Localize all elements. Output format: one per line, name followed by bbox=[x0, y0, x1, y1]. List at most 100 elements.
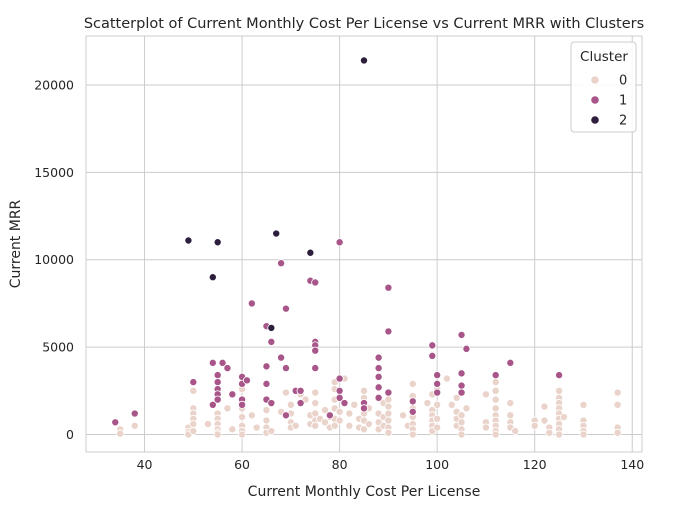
point-cluster-1 bbox=[384, 283, 393, 292]
point-cluster-1 bbox=[208, 358, 217, 367]
y-tick-label: 10000 bbox=[34, 252, 74, 267]
point-cluster-0 bbox=[506, 399, 515, 408]
point-cluster-1 bbox=[281, 364, 290, 373]
point-cluster-0 bbox=[452, 393, 461, 402]
point-cluster-0 bbox=[203, 420, 212, 429]
point-cluster-1 bbox=[374, 372, 383, 381]
point-cluster-1 bbox=[281, 411, 290, 420]
x-tick-label: 40 bbox=[137, 457, 153, 472]
point-cluster-0 bbox=[540, 402, 549, 411]
point-cluster-1 bbox=[340, 399, 349, 408]
plot-frame bbox=[85, 35, 643, 453]
point-cluster-1 bbox=[384, 327, 393, 336]
point-cluster-1 bbox=[296, 386, 305, 395]
point-cluster-1 bbox=[457, 330, 466, 339]
y-tick-label: 20000 bbox=[34, 77, 74, 92]
point-cluster-0 bbox=[408, 379, 417, 388]
point-cluster-0 bbox=[433, 414, 442, 423]
point-cluster-0 bbox=[613, 400, 622, 409]
point-cluster-0 bbox=[579, 430, 588, 439]
point-cluster-0 bbox=[359, 386, 368, 395]
point-cluster-0 bbox=[189, 386, 198, 395]
point-cluster-1 bbox=[428, 351, 437, 360]
point-cluster-0 bbox=[408, 430, 417, 439]
point-cluster-0 bbox=[116, 429, 125, 438]
point-cluster-1 bbox=[359, 404, 368, 413]
point-cluster-1 bbox=[213, 378, 222, 387]
x-tick-label: 60 bbox=[234, 457, 250, 472]
point-cluster-0 bbox=[442, 374, 451, 383]
legend-marker-2 bbox=[590, 115, 600, 125]
point-cluster-0 bbox=[213, 430, 222, 439]
legend-entries: 0 1 2 bbox=[590, 74, 627, 129]
point-cluster-1 bbox=[238, 400, 247, 409]
point-cluster-0 bbox=[286, 400, 295, 409]
legend-title: Cluster bbox=[580, 49, 628, 65]
point-cluster-0 bbox=[511, 427, 520, 436]
point-cluster-0 bbox=[491, 386, 500, 395]
point-cluster-0 bbox=[267, 427, 276, 436]
point-cluster-0 bbox=[540, 416, 549, 425]
point-cluster-0 bbox=[384, 395, 393, 404]
point-cluster-0 bbox=[130, 421, 139, 430]
point-cluster-1 bbox=[408, 407, 417, 416]
point-cluster-0 bbox=[433, 400, 442, 409]
legend-marker-0 bbox=[590, 75, 600, 85]
x-tick-label: 100 bbox=[425, 457, 449, 472]
point-cluster-1 bbox=[247, 299, 256, 308]
point-cluster-1 bbox=[462, 344, 471, 353]
point-cluster-0 bbox=[320, 418, 329, 427]
point-cluster-0 bbox=[252, 423, 261, 432]
point-cluster-0 bbox=[399, 411, 408, 420]
point-cluster-1 bbox=[189, 378, 198, 387]
point-cluster-0 bbox=[433, 423, 442, 432]
legend-label-2: 2 bbox=[619, 114, 627, 129]
y-tick-label: 15000 bbox=[34, 165, 74, 180]
point-cluster-1 bbox=[335, 386, 344, 395]
point-cluster-0 bbox=[491, 404, 500, 413]
point-cluster-1 bbox=[311, 364, 320, 373]
point-cluster-0 bbox=[555, 430, 564, 439]
point-cluster-0 bbox=[281, 388, 290, 397]
point-cluster-0 bbox=[384, 428, 393, 437]
point-cluster-1 bbox=[506, 358, 515, 367]
point-cluster-0 bbox=[457, 418, 466, 427]
point-cluster-0 bbox=[506, 411, 515, 420]
point-cluster-0 bbox=[262, 416, 271, 425]
point-cluster-0 bbox=[247, 411, 256, 420]
point-cluster-0 bbox=[345, 421, 354, 430]
point-cluster-1 bbox=[457, 381, 466, 390]
point-cluster-1 bbox=[457, 388, 466, 397]
point-cluster-0 bbox=[613, 428, 622, 437]
point-cluster-2 bbox=[184, 236, 193, 245]
point-cluster-0 bbox=[384, 409, 393, 418]
point-cluster-0 bbox=[311, 421, 320, 430]
point-cluster-1 bbox=[335, 374, 344, 383]
y-tick-label: 5000 bbox=[42, 340, 74, 355]
point-cluster-1 bbox=[491, 371, 500, 380]
point-cluster-0 bbox=[291, 421, 300, 430]
y-tick-label: 0 bbox=[66, 427, 74, 442]
points-layer bbox=[111, 56, 622, 439]
point-cluster-0 bbox=[311, 388, 320, 397]
point-cluster-1 bbox=[335, 393, 344, 402]
point-cluster-0 bbox=[491, 395, 500, 404]
point-cluster-1 bbox=[374, 393, 383, 402]
point-cluster-0 bbox=[189, 427, 198, 436]
point-cluster-1 bbox=[277, 353, 286, 362]
point-cluster-1 bbox=[262, 379, 271, 388]
point-cluster-0 bbox=[311, 399, 320, 408]
point-cluster-1 bbox=[384, 388, 393, 397]
point-cluster-1 bbox=[130, 409, 139, 418]
point-cluster-1 bbox=[555, 371, 564, 380]
point-cluster-0 bbox=[238, 413, 247, 422]
point-cluster-0 bbox=[359, 425, 368, 434]
y-ticks: 0 5000 10000 15000 20000 bbox=[34, 77, 74, 442]
point-cluster-0 bbox=[481, 423, 490, 432]
point-cluster-1 bbox=[208, 400, 217, 409]
point-cluster-1 bbox=[374, 383, 383, 392]
point-cluster-1 bbox=[408, 397, 417, 406]
point-cluster-0 bbox=[262, 406, 271, 415]
x-ticks: 40 60 80 100 120 140 bbox=[137, 457, 645, 472]
point-cluster-1 bbox=[262, 362, 271, 371]
